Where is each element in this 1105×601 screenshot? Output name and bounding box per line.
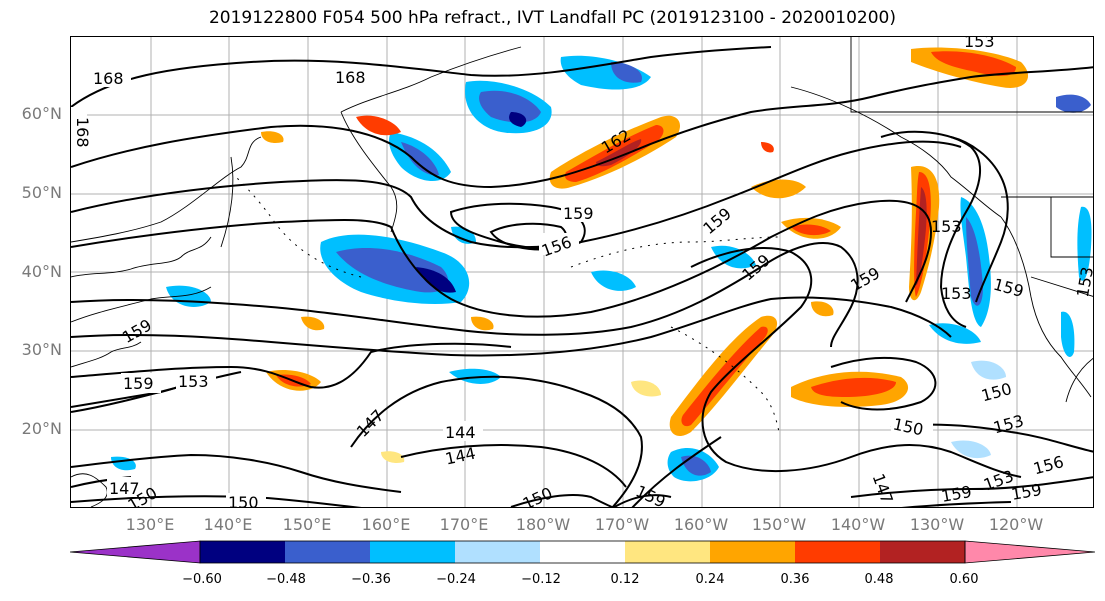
lon-label-160w: 160°W (673, 515, 729, 534)
contour-label: 168 (335, 68, 366, 87)
colorbar-frame (199, 540, 966, 564)
contour-label: 159 (847, 263, 883, 295)
island-chains (235, 176, 782, 433)
lat-label-20n: 20°N (21, 419, 62, 438)
colorbar-swatch (625, 541, 711, 563)
lon-label-150e: 150°E (282, 515, 332, 534)
lon-label-150w: 150°W (751, 515, 807, 534)
lon-label-170e: 170°E (439, 515, 489, 534)
colorbar-tick: −0.48 (266, 572, 306, 587)
colorbar-swatch (455, 541, 541, 563)
contour-label: 150 (979, 379, 1013, 405)
height-contours (71, 46, 1093, 507)
lon-label-180w: 180°W (515, 515, 571, 534)
contour-label: 168 (93, 69, 124, 88)
contour-label: 159 (991, 275, 1025, 301)
contour-label: 153 (178, 372, 209, 391)
colorbar-swatch (795, 541, 881, 563)
contour-label: 147 (109, 479, 140, 498)
contour-label: 159 (563, 204, 594, 223)
lon-label-120w: 120°W (988, 515, 1044, 534)
contour-label: 159 (123, 374, 154, 393)
lat-label-40n: 40°N (21, 262, 62, 281)
colorbar-swatch (200, 541, 286, 563)
contour-label: 156 (1031, 452, 1065, 478)
contour-label: 159 (1010, 480, 1043, 504)
contour-label: 153 (1073, 265, 1094, 298)
lon-label-130e: 130°E (125, 515, 175, 534)
colorbar-swatch (285, 541, 371, 563)
lon-label-140e: 140°E (203, 515, 253, 534)
lat-label-30n: 30°N (21, 340, 62, 359)
map-canvas: 168 168 168 162 159 156 159 159 159 153 … (71, 37, 1094, 508)
colorbar-tick: 0.24 (695, 572, 725, 587)
contour-label: 168 (73, 117, 92, 148)
lon-label-170w: 170°W (594, 515, 650, 534)
contour-label: 159 (119, 315, 155, 347)
contour-label: 159 (699, 204, 735, 238)
colorbar-extend-low (69, 540, 201, 564)
colorbar-tick: 0.48 (864, 572, 894, 587)
contour-label: 150 (228, 493, 259, 508)
colorbar (69, 540, 1096, 568)
colorbar-swatch (370, 541, 456, 563)
contour-label: 159 (633, 481, 669, 508)
lat-label-60n: 60°N (21, 104, 62, 123)
colorbar-tick: −0.24 (436, 572, 476, 587)
contour-label: 153 (931, 217, 962, 236)
lon-label-140w: 140°W (830, 515, 886, 534)
lon-label-160e: 160°E (361, 515, 411, 534)
colorbar-swatch (540, 541, 626, 563)
contour-labels: 168 168 168 162 159 156 159 159 159 153 … (71, 37, 1094, 508)
colorbar-tick: 0.36 (780, 572, 810, 587)
map-panel[interactable]: 168 168 168 162 159 156 159 159 159 153 … (70, 36, 1094, 508)
colorbar-swatch (880, 541, 966, 563)
negative-refractivity-shading (111, 55, 1092, 482)
colorbar-tick: −0.60 (182, 572, 222, 587)
contour-label: 153 (941, 284, 972, 303)
colorbar-tick: 0.60 (949, 572, 979, 587)
colorbar-svg (69, 540, 1096, 564)
contour-label: 147 (869, 471, 897, 506)
positive-refractivity-shading (261, 47, 1029, 463)
coastlines (71, 37, 1093, 507)
colorbar-swatch (710, 541, 796, 563)
graticule (71, 37, 1093, 507)
lat-label-50n: 50°N (21, 183, 62, 202)
colorbar-tick: 0.12 (610, 572, 640, 587)
contour-label: 159 (940, 482, 973, 506)
contour-label: 153 (964, 37, 995, 51)
map-title: 2019122800 F054 500 hPa refract., IVT La… (208, 8, 896, 28)
colorbar-tick: −0.36 (351, 572, 391, 587)
contour-label: 144 (445, 423, 476, 442)
colorbar-tick: −0.12 (521, 572, 561, 587)
contour-label: 150 (520, 483, 556, 508)
colorbar-extend-high (964, 540, 1096, 564)
lon-label-130w: 130°W (909, 515, 965, 534)
